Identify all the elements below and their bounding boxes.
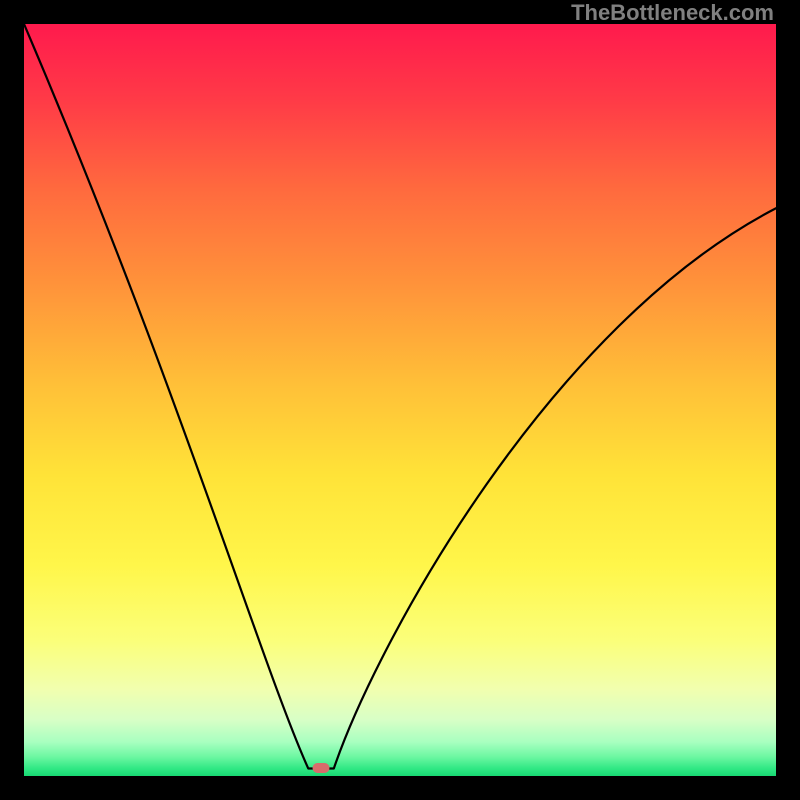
- gradient-background: [24, 24, 776, 776]
- plot-area: [24, 24, 776, 776]
- watermark-text: TheBottleneck.com: [571, 0, 774, 26]
